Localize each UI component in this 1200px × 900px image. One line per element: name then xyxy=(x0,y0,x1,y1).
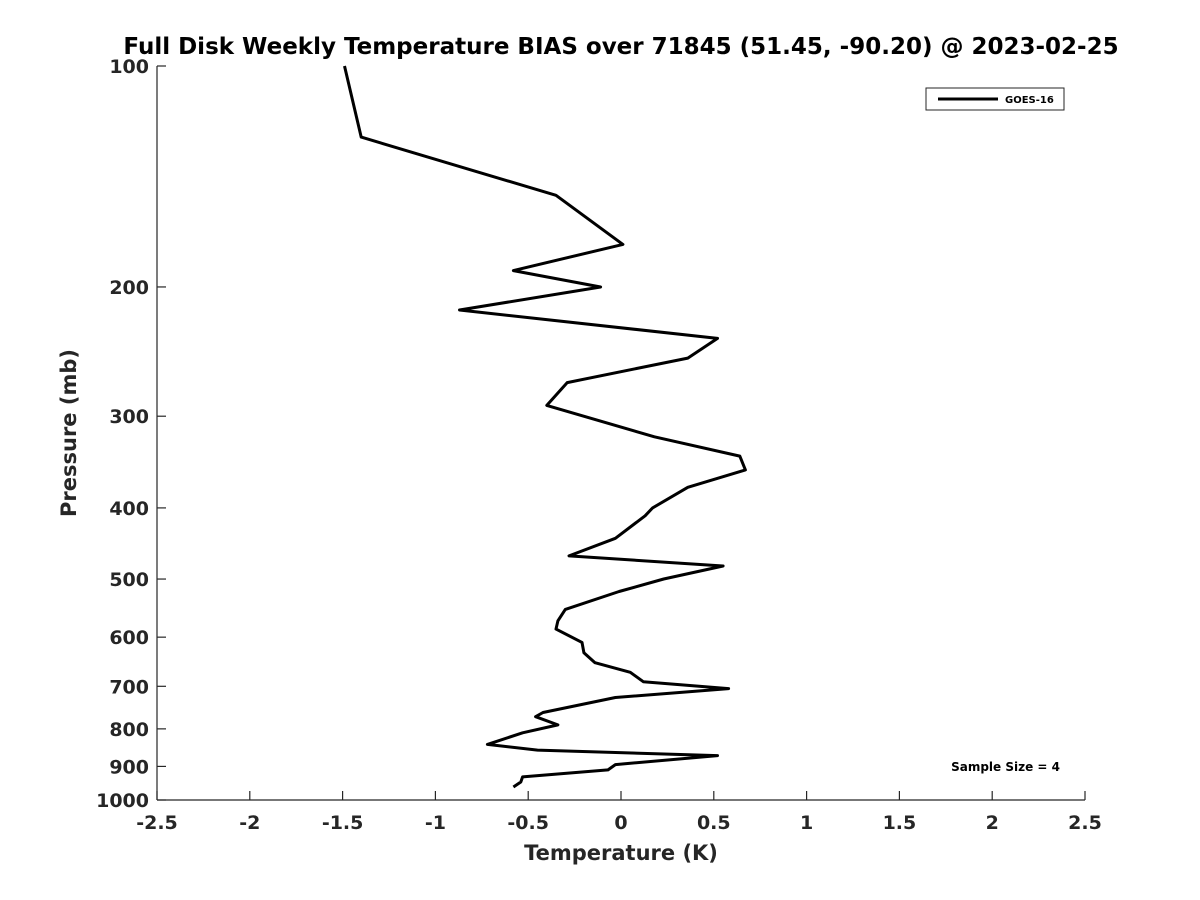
x-tick-label: -1 xyxy=(425,812,446,834)
x-tick-label: -1.5 xyxy=(322,812,364,834)
x-tick-label: 0.5 xyxy=(697,812,731,834)
x-tick-label: 2 xyxy=(986,812,999,834)
y-tick-label: 200 xyxy=(109,277,149,299)
x-tick-label: -2 xyxy=(239,812,260,834)
y-tick-label: 700 xyxy=(109,676,149,698)
legend-entry-goes-16: GOES-16 xyxy=(1005,95,1054,106)
y-tick-label: 900 xyxy=(109,756,149,778)
y-axis-ticks: 100 200 300 400 500 600 700 800 900 1000 xyxy=(96,56,166,812)
x-tick-label: 1.5 xyxy=(883,812,917,834)
legend: GOES-16 xyxy=(925,87,1065,111)
y-tick-label: 800 xyxy=(109,719,149,741)
chart-title: Full Disk Weekly Temperature BIAS over 7… xyxy=(123,34,1118,60)
y-tick-label: 600 xyxy=(109,627,149,649)
series-line-goes-16 xyxy=(343,65,747,789)
x-tick-label: -0.5 xyxy=(507,812,549,834)
x-axis-ticks: -2.5 -2 -1.5 -1 -0.5 0 0.5 1 1.5 2 2.5 xyxy=(136,791,1102,834)
y-tick-label: 100 xyxy=(109,56,149,78)
plot-area xyxy=(157,66,1085,800)
x-tick-label: 1 xyxy=(800,812,813,834)
y-tick-label: 300 xyxy=(109,406,149,428)
y-tick-label: 400 xyxy=(109,498,149,520)
x-tick-label: -2.5 xyxy=(136,812,178,834)
x-tick-label: 2.5 xyxy=(1068,812,1102,834)
x-tick-label: 0 xyxy=(614,812,627,834)
x-axis-label: Temperature (K) xyxy=(524,841,718,865)
y-axis-label: Pressure (mb) xyxy=(57,349,81,517)
series-layer xyxy=(343,65,747,789)
sample-size-annotation: Sample Size = 4 xyxy=(951,760,1060,774)
y-tick-label: 500 xyxy=(109,569,149,591)
y-tick-label: 1000 xyxy=(96,790,149,812)
